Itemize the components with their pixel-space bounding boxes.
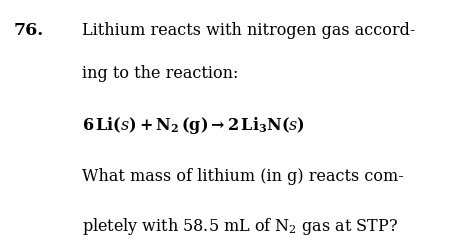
Text: pletely with 58.5 mL of N$_2$ gas at STP?: pletely with 58.5 mL of N$_2$ gas at STP…: [82, 216, 398, 237]
Text: $\bf{6\,Li}(\mathit{s}) + \bf{N}_2\,\bf{(g) \rightarrow 2\,Li}_3\bf{N(}\mathit{s: $\bf{6\,Li}(\mathit{s}) + \bf{N}_2\,\bf{…: [82, 115, 304, 136]
Text: 76.: 76.: [14, 22, 44, 39]
Text: Lithium reacts with nitrogen gas accord-: Lithium reacts with nitrogen gas accord-: [82, 22, 415, 39]
Text: What mass of lithium (in g) reacts com-: What mass of lithium (in g) reacts com-: [82, 168, 403, 185]
Text: ing to the reaction:: ing to the reaction:: [82, 65, 238, 82]
